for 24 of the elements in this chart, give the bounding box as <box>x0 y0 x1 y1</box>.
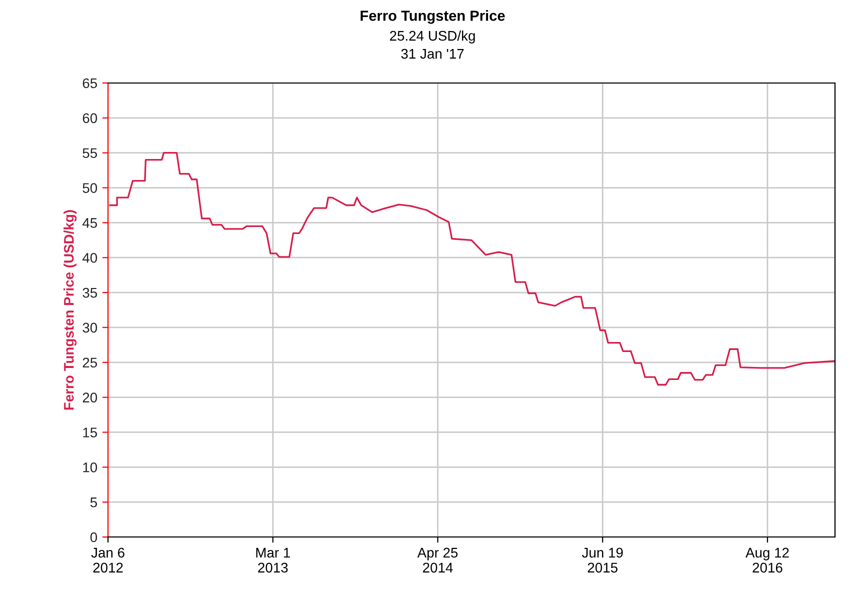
y-axis-title: Ferro Tungsten Price (USD/kg) <box>64 210 77 410</box>
y-tick-label: 25 <box>82 358 98 368</box>
x-tick-label: Jun 19 2015 <box>582 548 623 573</box>
y-tick-label: 10 <box>83 462 98 472</box>
y-tick-label: 30 <box>82 322 98 333</box>
y-tick-label: 40 <box>82 252 98 263</box>
y-tick-label: 45 <box>82 218 98 228</box>
chart-title: Ferro Tungsten Price <box>360 10 505 24</box>
line-series <box>109 152 835 386</box>
x-tick-label: Mar 1 2013 <box>256 548 290 573</box>
y-tick-label: 20 <box>82 392 98 402</box>
y-tick-label: 5 <box>90 498 97 508</box>
y-tick-label: 0 <box>90 532 98 542</box>
x-tick-label: Apr 25 2014 <box>417 548 458 573</box>
y-tick-label: 35 <box>82 288 98 298</box>
x-tick-label: Aug 12 2016 <box>746 548 789 573</box>
y-tick-label: 55 <box>82 148 98 158</box>
y-tick-label: 50 <box>82 183 98 193</box>
text: 31 Jan '17 <box>401 48 464 59</box>
y-tick-label: 60 <box>82 113 98 124</box>
chart-subtitle: 25.24 USD/kg <box>390 30 475 44</box>
y-tick-label: 65 <box>82 78 98 88</box>
x-tick-label: Jan 6 2012 <box>91 548 124 573</box>
y-tick-label: 15 <box>83 428 98 438</box>
